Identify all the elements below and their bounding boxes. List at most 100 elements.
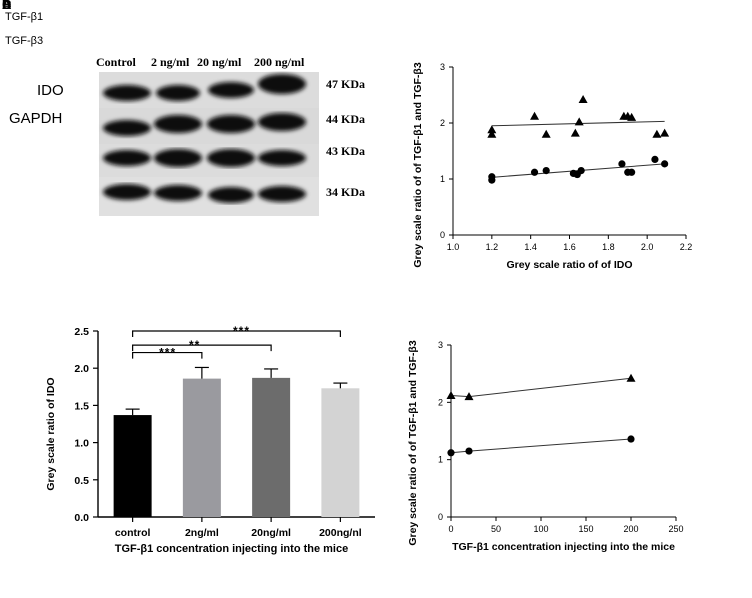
blot-band [154,115,202,133]
series-line [450,438,632,454]
size-label-34: 34 KDa [326,185,365,199]
significance-bracket [132,351,203,359]
data-point [627,435,635,443]
bar [252,377,291,517]
blot-strip-4 [99,177,319,216]
x-tick-label: 250 [668,524,683,534]
blot-band [103,184,151,200]
blot-band [208,82,254,98]
blot-band [103,120,151,136]
data-point [618,160,626,168]
row-label-tgfb3: TGF-β3 [5,35,44,47]
panel-label-a: A [2,0,12,12]
x-tick-label: 150 [578,524,593,534]
blot-band [154,149,202,167]
y-axis-label: Grey scale ratio of of TGF-β1 and TGF-β3 [412,62,424,268]
x-axis-label: Grey scale ratio of of IDO [506,259,632,271]
blot-band [156,85,200,101]
blot-band [258,74,306,94]
x-tick-label: 0 [448,524,453,534]
blot-band [103,150,151,166]
y-tick-label: 2.0 [74,363,89,375]
blot-band [103,85,151,101]
lane-label-200: 200 ng/ml [254,55,305,69]
significance-bracket [132,330,341,337]
data-point [652,129,662,138]
blot-band [258,186,306,202]
series-line [450,377,632,398]
data-point [626,373,636,382]
panel-label-b: B [2,0,12,12]
x-tick-label: 200ng/nl [319,527,362,539]
data-point [488,173,496,181]
y-tick-label: 2.5 [74,326,89,338]
y-tick-label: 2 [438,397,443,407]
data-point [487,129,497,138]
data-point [465,447,473,455]
x-tick-label: 1.4 [524,242,537,252]
significance-label: *** [159,346,176,360]
significance-label: ** [189,338,200,352]
lane-label-2: 2 ng/ml [151,55,190,69]
lane-label-20: 20 ng/ml [197,55,242,69]
panel-label-c: C [2,0,12,12]
blot-strip-1 [99,72,319,108]
size-label-47: 47 KDa [326,77,365,91]
x-tick-label: 20ng/ml [251,527,291,539]
data-point [628,168,636,176]
y-axis-label: Grey scale ratio of of TGF-β1 and TGF-β3 [407,340,419,546]
x-tick-label: 2.0 [641,242,654,252]
x-tick-label: 100 [533,524,548,534]
data-point [651,155,659,163]
blot-band [154,185,202,201]
y-tick-label: 1.0 [74,438,89,450]
data-point [530,111,540,120]
blot-band [207,115,255,133]
data-point [570,128,580,137]
data-point [464,392,474,401]
significance-bracket [132,344,272,352]
data-point [660,128,670,137]
row-label-tgfb1: TGF-β1 [5,11,44,23]
y-tick-label: 0 [438,512,443,522]
data-point [541,129,551,138]
data-point [530,168,539,176]
bar [182,378,221,517]
data-point [578,94,588,103]
blot-strip-2 [99,108,319,144]
y-tick-label: 2 [440,118,445,128]
blot-band [208,187,254,203]
data-point [446,390,456,399]
y-tick-label: 1 [440,174,445,184]
chart-d: 0 50 100 150 200 250 0 1 2 3 TGF-β1 concentration … [407,340,684,553]
bar [321,388,360,517]
x-tick-label: 200 [623,524,638,534]
data-point [574,117,584,126]
size-label-44: 44 KDa [326,112,365,126]
data-point [627,112,637,121]
y-tick-label: 3 [440,62,445,72]
x-tick-label: 1.8 [602,242,615,252]
data-point [542,167,550,175]
size-label-43: 43 KDa [326,144,365,158]
y-tick-label: 3 [438,340,443,350]
data-point [577,167,585,175]
chart-c: 0.0 0.5 1.0 1.5 2.0 2.5 control 2ng/ml 20ng/ml 20… [45,324,375,555]
panel-label-d: D [2,0,12,12]
blot-band [258,150,306,166]
blot-strip-3 [99,144,319,177]
x-tick-label: 2.2 [680,242,693,252]
blot-band [258,113,306,131]
y-axis-label: Grey scale ratio of IDO [45,377,57,490]
x-axis-label: TGF-β1 concentration injecting into the … [452,541,675,553]
x-tick-label: 2ng/ml [185,527,219,539]
y-tick-label: 1.5 [74,400,89,412]
data-point [487,125,497,134]
row-label-gapdh: GAPDH [9,110,63,127]
x-tick-label: 50 [491,524,501,534]
y-tick-label: 0.5 [74,475,89,487]
y-tick-label: 0.0 [74,512,89,524]
y-tick-label: 0 [440,230,445,240]
chart-b: 1.0 1.2 1.4 1.6 1.8 2.0 2.2 0 1 2 3 Grey scale rati… [412,62,693,271]
